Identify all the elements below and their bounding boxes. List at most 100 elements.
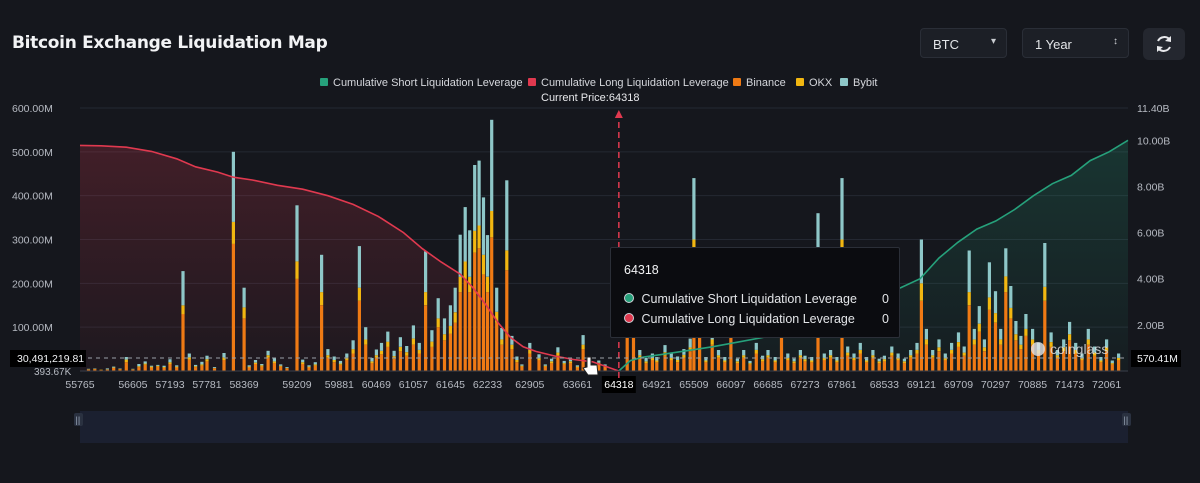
bar-bybit[interactable] xyxy=(332,356,336,361)
bar-binance[interactable] xyxy=(338,364,343,371)
period-select[interactable]: 1 Year ↕ xyxy=(1022,28,1129,58)
bar-binance[interactable] xyxy=(786,360,790,371)
bar-bybit[interactable] xyxy=(338,360,343,364)
bar-bybit[interactable] xyxy=(924,328,928,340)
bar-bybit[interactable] xyxy=(175,365,179,367)
bar-okx[interactable] xyxy=(200,364,204,366)
bar-bybit[interactable] xyxy=(468,230,472,277)
bar-okx[interactable] xyxy=(332,360,336,363)
bar-binance[interactable] xyxy=(93,369,97,371)
bar-okx[interactable] xyxy=(846,352,850,356)
bar-bybit[interactable] xyxy=(704,357,708,361)
bar-okx[interactable] xyxy=(537,357,541,361)
bar-binance[interactable] xyxy=(295,278,299,371)
bar-bybit[interactable] xyxy=(575,365,579,367)
bar-okx[interactable] xyxy=(716,355,721,358)
bar-okx[interactable] xyxy=(909,355,913,358)
bar-okx[interactable] xyxy=(915,350,919,354)
bar-binance[interactable] xyxy=(430,346,434,371)
bar-bybit[interactable] xyxy=(307,365,311,367)
bar-bybit[interactable] xyxy=(477,160,481,226)
bar-okx[interactable] xyxy=(175,366,179,368)
bar-okx[interactable] xyxy=(1031,339,1035,345)
bar-okx[interactable] xyxy=(453,312,457,323)
bar-binance[interactable] xyxy=(852,360,856,371)
bar-bybit[interactable] xyxy=(644,357,648,362)
bar-binance[interactable] xyxy=(386,346,390,371)
bar-binance[interactable] xyxy=(723,362,727,371)
bar-bybit[interactable] xyxy=(473,165,477,231)
bar-okx[interactable] xyxy=(977,323,981,332)
bar-binance[interactable] xyxy=(307,367,311,372)
bar-bybit[interactable] xyxy=(212,367,217,368)
bar-okx[interactable] xyxy=(485,276,490,293)
bar-binance[interactable] xyxy=(748,364,752,371)
bar-bybit[interactable] xyxy=(1117,353,1121,358)
bar-binance[interactable] xyxy=(562,364,566,371)
bar-okx[interactable] xyxy=(307,366,311,368)
bar-bybit[interactable] xyxy=(723,357,727,361)
bar-okx[interactable] xyxy=(865,360,869,363)
bar-okx[interactable] xyxy=(972,339,976,345)
bar-binance[interactable] xyxy=(543,366,547,371)
bar-bybit[interactable] xyxy=(865,357,869,361)
bar-bybit[interactable] xyxy=(829,350,833,356)
bar-bybit[interactable] xyxy=(187,353,191,358)
bar-okx[interactable] xyxy=(398,346,402,352)
bar-binance[interactable] xyxy=(1105,351,1109,371)
bar-binance[interactable] xyxy=(1074,353,1078,372)
bar-bybit[interactable] xyxy=(181,271,185,306)
bar-bybit[interactable] xyxy=(562,360,566,364)
bar-bybit[interactable] xyxy=(351,340,355,350)
bar-binance[interactable] xyxy=(473,252,477,371)
bar-bybit[interactable] xyxy=(112,366,116,368)
bar-okx[interactable] xyxy=(766,355,770,358)
bar-bybit[interactable] xyxy=(742,350,746,356)
bar-binance[interactable] xyxy=(1004,292,1008,371)
bar-bybit[interactable] xyxy=(490,119,494,211)
bar-okx[interactable] xyxy=(386,341,390,347)
bar-okx[interactable] xyxy=(313,364,317,366)
bar-okx[interactable] xyxy=(370,361,374,364)
bar-bybit[interactable] xyxy=(295,205,299,262)
bar-okx[interactable] xyxy=(1014,334,1018,341)
bar-binance[interactable] xyxy=(902,363,906,371)
bar-bybit[interactable] xyxy=(1009,286,1013,308)
bar-binance[interactable] xyxy=(279,366,283,371)
bar-okx[interactable] xyxy=(295,261,299,279)
bar-bybit[interactable] xyxy=(453,287,457,313)
bar-bybit[interactable] xyxy=(156,364,160,366)
bar-binance[interactable] xyxy=(351,353,355,372)
bar-okx[interactable] xyxy=(822,357,826,361)
bar-binance[interactable] xyxy=(272,363,276,371)
bar-okx[interactable] xyxy=(505,250,509,271)
bar-okx[interactable] xyxy=(156,365,160,367)
bar-binance[interactable] xyxy=(520,366,524,371)
bar-bybit[interactable] xyxy=(485,235,490,277)
bar-binance[interactable] xyxy=(962,355,966,371)
bar-okx[interactable] xyxy=(803,359,807,362)
bar-bybit[interactable] xyxy=(162,365,166,367)
bar-okx[interactable] xyxy=(1105,347,1109,352)
bar-bybit[interactable] xyxy=(816,213,820,266)
bar-binance[interactable] xyxy=(676,362,680,371)
bar-bybit[interactable] xyxy=(1080,353,1084,358)
bar-binance[interactable] xyxy=(105,369,109,371)
bar-binance[interactable] xyxy=(156,366,160,371)
bar-okx[interactable] xyxy=(338,363,343,365)
bar-okx[interactable] xyxy=(1024,328,1028,336)
bar-binance[interactable] xyxy=(882,361,886,371)
bar-binance[interactable] xyxy=(644,363,648,371)
bar-bybit[interactable] xyxy=(374,349,378,356)
bar-okx[interactable] xyxy=(682,354,686,358)
bar-bybit[interactable] xyxy=(761,355,765,360)
bar-bybit[interactable] xyxy=(500,328,504,340)
bar-binance[interactable] xyxy=(357,300,361,371)
bar-binance[interactable] xyxy=(374,357,378,371)
bar-binance[interactable] xyxy=(468,292,472,371)
bar-okx[interactable] xyxy=(1080,357,1084,361)
bar-binance[interactable] xyxy=(212,368,217,371)
bar-binance[interactable] xyxy=(982,351,986,371)
bar-binance[interactable] xyxy=(1043,300,1047,371)
bar-bybit[interactable] xyxy=(1019,335,1023,345)
